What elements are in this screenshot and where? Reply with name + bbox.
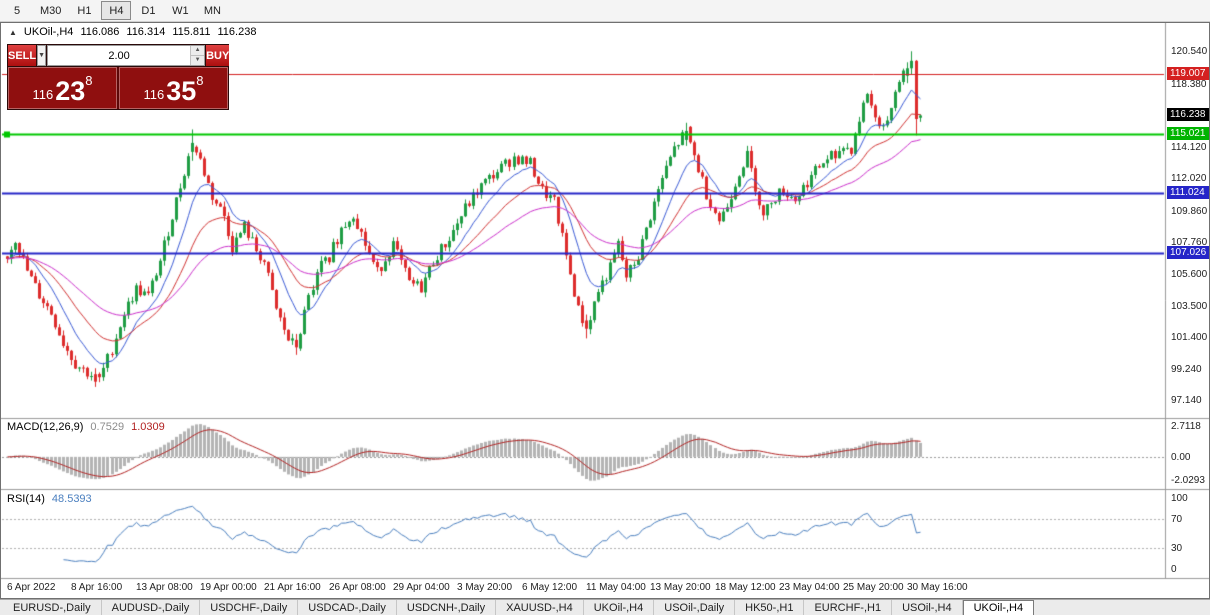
timeframe-button-D1[interactable]: D1 bbox=[141, 4, 156, 17]
trade-controls-row: SELL ▼ ▲ ▼ BUY bbox=[8, 45, 230, 66]
trade-prices-row: 116 23 8 116 35 8 bbox=[8, 67, 229, 109]
chart-window: ▲ UKOil-,H4 116.086 116.314 115.811 116.… bbox=[0, 22, 1210, 599]
volume-input[interactable] bbox=[48, 46, 191, 65]
chart-tab-usdcad-daily[interactable]: USDCAD-,Daily bbox=[298, 600, 397, 615]
rsi-indicator-label: RSI(14) 48.5393 bbox=[7, 493, 92, 505]
chart-tab-ukoil-h4[interactable]: UKOil-,H4 bbox=[962, 600, 1035, 615]
sell-price-sup: 8 bbox=[85, 73, 93, 88]
trade-options-dropdown[interactable]: ▼ bbox=[37, 45, 47, 66]
collapse-one-click-icon[interactable]: ▲ bbox=[9, 27, 17, 37]
buy-button[interactable]: BUY bbox=[206, 45, 230, 66]
buy-price-display[interactable]: 116 35 8 bbox=[119, 67, 229, 109]
ohlc-high-value: 116.314 bbox=[126, 26, 166, 38]
volume-spinner: ▲ ▼ bbox=[190, 46, 205, 65]
rsi-value: 48.5393 bbox=[51, 493, 92, 505]
sell-price-display[interactable]: 116 23 8 bbox=[8, 67, 118, 109]
sell-price-prefix: 116 bbox=[32, 87, 54, 102]
chart-tab-usdchf-daily[interactable]: USDCHF-,Daily bbox=[200, 600, 299, 615]
volume-decrease-button[interactable]: ▼ bbox=[191, 55, 205, 65]
timeframe-button-W1[interactable]: W1 bbox=[172, 4, 189, 17]
chart-tabbar: EURUSD-,Daily AUDUSD-,Daily USDCHF-,Daily U… bbox=[0, 599, 1210, 615]
ohlc-low-value: 115.811 bbox=[172, 26, 211, 38]
chevron-down-icon: ▼ bbox=[38, 52, 46, 59]
chart-symbol-label: UKOil-,H4 bbox=[23, 26, 74, 38]
ohlc-close-value: 116.238 bbox=[217, 26, 257, 38]
rsi-name: RSI(14) bbox=[7, 493, 45, 505]
chart-tab-eurchf-h1[interactable]: EURCHF-,H1 bbox=[804, 600, 893, 615]
sell-price-big: 23 bbox=[55, 76, 86, 106]
timeframe-toolbar: 5 M30 H1 H4 D1 W1 MN bbox=[0, 0, 1210, 22]
timeframe-button-MN[interactable]: MN bbox=[203, 4, 221, 17]
buy-price-big: 35 bbox=[166, 76, 197, 106]
chart-tab-audusd-daily[interactable]: AUDUSD-,Daily bbox=[102, 600, 201, 615]
chart-inner: ▲ UKOil-,H4 116.086 116.314 115.811 116.… bbox=[1, 23, 1209, 598]
timeframe-button-H4[interactable]: H4 bbox=[101, 1, 132, 20]
timeframe-button-5[interactable]: 5 bbox=[13, 4, 21, 17]
timeframe-button-M30[interactable]: M30 bbox=[40, 4, 62, 17]
chart-ohlc-header: ▲ UKOil-,H4 116.086 116.314 115.811 116.… bbox=[9, 26, 256, 38]
chart-tab-eurusd-daily[interactable]: EURUSD-,Daily bbox=[3, 600, 102, 615]
timeframe-button-H1[interactable]: H1 bbox=[77, 4, 92, 17]
volume-increase-button[interactable]: ▲ bbox=[191, 46, 205, 55]
macd-signal-value: 1.0309 bbox=[131, 421, 165, 433]
trade-price-divider bbox=[117, 67, 119, 109]
chart-tab-usoil-h4[interactable]: USOil-,H4 bbox=[892, 600, 963, 615]
one-click-trading-panel: SELL ▼ ▲ ▼ BUY 116 bbox=[7, 44, 230, 110]
chart-canvas[interactable] bbox=[1, 23, 1209, 598]
chart-tab-usdcnh-daily[interactable]: USDCNH-,Daily bbox=[397, 600, 497, 615]
buy-price-prefix: 116 bbox=[143, 87, 165, 102]
buy-price-sup: 8 bbox=[196, 73, 204, 88]
ohlc-open-value: 116.086 bbox=[80, 26, 120, 38]
chart-tab-xauusd-h4[interactable]: XAUUSD-,H4 bbox=[496, 600, 584, 615]
chart-tab-hk50-h1[interactable]: HK50-,H1 bbox=[735, 600, 805, 615]
macd-main-value: 0.7529 bbox=[90, 421, 125, 433]
chart-tab-ukoil-h4[interactable]: UKOil-,H4 bbox=[584, 600, 655, 615]
macd-indicator-label: MACD(12,26,9) 0.7529 1.0309 bbox=[7, 421, 165, 433]
macd-name: MACD(12,26,9) bbox=[7, 421, 84, 433]
sell-button[interactable]: SELL bbox=[8, 45, 37, 66]
chart-tab-usoil-daily[interactable]: USOil-,Daily bbox=[654, 600, 736, 615]
volume-stepper: ▲ ▼ bbox=[47, 45, 206, 66]
